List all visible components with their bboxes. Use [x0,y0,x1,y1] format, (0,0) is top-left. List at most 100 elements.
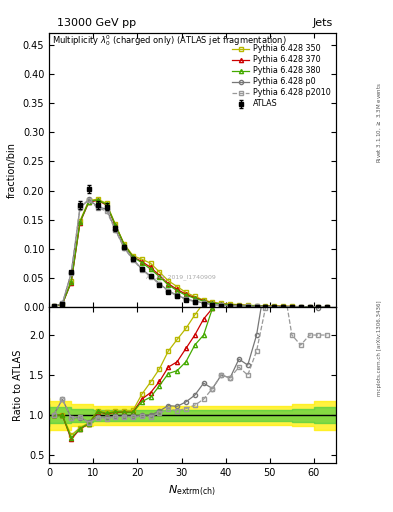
Line: Pythia 6.428 370: Pythia 6.428 370 [51,198,329,309]
Pythia 6.428 p2010 [237,303,241,309]
Pythia 6.428 380 [122,242,127,248]
Pythia 6.428 p2010 [69,270,73,276]
Pythia 6.428 380 [78,219,83,225]
Pythia 6.428 370 [298,304,303,310]
Pythia 6.428 370 [210,300,215,306]
Pythia 6.428 380 [210,300,215,306]
Pythia 6.428 p0 [157,281,162,287]
Pythia 6.428 350 [86,197,91,203]
Pythia 6.428 p2010 [122,245,127,251]
Pythia 6.428 350 [193,293,197,300]
Pythia 6.428 350 [290,303,294,309]
Pythia 6.428 370 [193,294,197,301]
Line: Pythia 6.428 p2010: Pythia 6.428 p2010 [51,198,329,309]
Pythia 6.428 p2010 [281,304,285,310]
Text: Jets: Jets [313,17,333,28]
Pythia 6.428 380 [228,302,232,308]
Pythia 6.428 380 [193,295,197,301]
Pythia 6.428 380 [272,303,277,309]
Pythia 6.428 380 [263,303,268,309]
Pythia 6.428 350 [157,269,162,275]
Pythia 6.428 p2010 [210,302,215,308]
Pythia 6.428 p2010 [51,303,56,309]
Pythia 6.428 380 [184,292,188,298]
Pythia 6.428 p2010 [166,288,171,294]
Pythia 6.428 380 [69,279,73,285]
Pythia 6.428 350 [316,304,321,310]
Pythia 6.428 p2010 [219,302,224,308]
Pythia 6.428 350 [69,278,73,284]
Pythia 6.428 p2010 [104,208,109,214]
Pythia 6.428 350 [228,301,232,307]
Pythia 6.428 350 [175,284,180,290]
Pythia 6.428 370 [140,259,144,265]
Pythia 6.428 p2010 [245,303,250,309]
Pythia 6.428 350 [325,304,330,310]
Line: Pythia 6.428 380: Pythia 6.428 380 [51,198,329,309]
Pythia 6.428 350 [140,256,144,262]
Pythia 6.428 p2010 [78,204,83,210]
Pythia 6.428 p2010 [175,293,180,299]
Pythia 6.428 380 [157,273,162,280]
Pythia 6.428 380 [307,304,312,310]
Pythia 6.428 p2010 [157,281,162,287]
Pythia 6.428 350 [166,278,171,284]
Pythia 6.428 p0 [51,303,56,309]
Pythia 6.428 p2010 [113,227,118,233]
Pythia 6.428 380 [166,282,171,288]
Pythia 6.428 370 [237,302,241,308]
Pythia 6.428 370 [130,254,135,260]
Line: Pythia 6.428 350: Pythia 6.428 350 [51,197,329,309]
Pythia 6.428 380 [86,199,91,205]
Text: ATLAS_2019_I1740909: ATLAS_2019_I1740909 [146,274,217,280]
Pythia 6.428 p2010 [60,301,65,307]
Pythia 6.428 350 [245,302,250,308]
Pythia 6.428 380 [95,197,100,203]
Pythia 6.428 p0 [325,304,330,310]
Y-axis label: fraction/bin: fraction/bin [7,142,17,198]
Pythia 6.428 p2010 [272,304,277,310]
Pythia 6.428 370 [184,291,188,297]
Pythia 6.428 370 [316,304,321,310]
Pythia 6.428 380 [140,260,144,266]
Pythia 6.428 350 [263,303,268,309]
Pythia 6.428 350 [298,304,303,310]
Y-axis label: Ratio to ATLAS: Ratio to ATLAS [13,350,23,421]
Pythia 6.428 350 [51,303,56,309]
Pythia 6.428 p2010 [316,304,321,310]
Pythia 6.428 p0 [86,196,91,202]
Pythia 6.428 370 [254,303,259,309]
Pythia 6.428 p0 [122,245,127,251]
Pythia 6.428 p2010 [130,257,135,263]
Pythia 6.428 370 [95,197,100,203]
Pythia 6.428 350 [130,252,135,259]
Pythia 6.428 p2010 [228,303,232,309]
Pythia 6.428 370 [78,220,83,226]
Text: mcplots.cern.ch [arXiv:1306.3436]: mcplots.cern.ch [arXiv:1306.3436] [377,301,382,396]
Pythia 6.428 p2010 [290,304,294,310]
Pythia 6.428 p0 [113,226,118,232]
Pythia 6.428 370 [263,303,268,309]
Pythia 6.428 370 [175,286,180,292]
Pythia 6.428 p0 [210,302,215,308]
Pythia 6.428 p0 [254,303,259,309]
Pythia 6.428 p0 [130,256,135,262]
Pythia 6.428 p2010 [254,304,259,310]
Pythia 6.428 p0 [104,206,109,212]
Pythia 6.428 370 [201,297,206,304]
Pythia 6.428 p2010 [201,301,206,307]
Pythia 6.428 p0 [307,304,312,310]
Pythia 6.428 p2010 [325,304,330,310]
Pythia 6.428 380 [290,304,294,310]
Pythia 6.428 p0 [60,301,65,307]
Pythia 6.428 p2010 [86,197,91,203]
Pythia 6.428 350 [95,196,100,202]
Pythia 6.428 380 [175,288,180,294]
Pythia 6.428 p0 [228,303,232,309]
Pythia 6.428 p0 [219,302,224,308]
Pythia 6.428 p2010 [95,205,100,211]
Pythia 6.428 370 [122,242,127,248]
Pythia 6.428 350 [184,289,188,295]
Pythia 6.428 370 [86,199,91,205]
Pythia 6.428 370 [228,302,232,308]
